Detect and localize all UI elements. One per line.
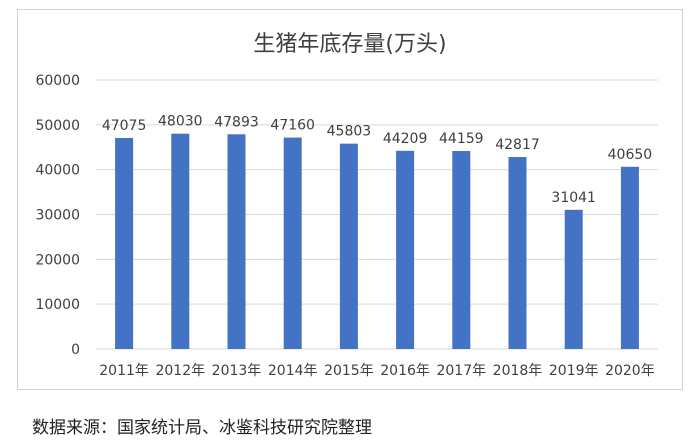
x-tick-label: 2017年 xyxy=(436,363,486,379)
bar xyxy=(227,134,246,349)
bars xyxy=(115,133,639,349)
x-tick-label: 2013年 xyxy=(212,363,262,379)
y-tick-label: 40000 xyxy=(35,163,80,179)
x-tick-label: 2016年 xyxy=(380,363,430,379)
x-tick-label: 2018年 xyxy=(493,363,543,379)
bar xyxy=(396,150,415,349)
data-label: 44209 xyxy=(383,131,428,147)
data-label: 31041 xyxy=(551,190,596,206)
y-tick-label: 60000 xyxy=(35,73,80,89)
x-tick-label: 2014年 xyxy=(268,363,318,379)
x-axis-ticks: 2011年 2012年 2013年 2014年 2015年 2016年 2017年 2018年… xyxy=(99,363,654,379)
x-tick-label: 2015年 xyxy=(324,363,374,379)
bar xyxy=(452,151,471,349)
y-axis-ticks: 0 10000 20000 30000 40000 50000 60000 xyxy=(35,73,80,358)
x-tick-label: 2011年 xyxy=(99,363,149,379)
bar xyxy=(171,133,190,349)
bar xyxy=(508,157,527,349)
data-label: 48030 xyxy=(158,114,203,130)
data-label: 47893 xyxy=(214,114,259,130)
gridlines xyxy=(96,79,658,350)
y-tick-label: 20000 xyxy=(35,252,80,268)
data-label: 40650 xyxy=(608,147,653,163)
y-tick-label: 30000 xyxy=(35,208,80,224)
x-tick-label: 2012年 xyxy=(155,363,205,379)
bar xyxy=(115,137,134,349)
data-label: 47160 xyxy=(270,118,315,134)
y-tick-label: 10000 xyxy=(35,297,80,313)
source-note: 数据来源：国家统计局、冰鉴科技研究院整理 xyxy=(32,418,372,438)
chart-title: 生猪年底存量(万头) xyxy=(253,32,447,57)
bar xyxy=(283,137,302,349)
bar-chart: 0 10000 20000 30000 40000 50000 60000 47075 480… xyxy=(35,73,658,379)
data-label: 42817 xyxy=(495,137,540,153)
data-label: 45803 xyxy=(327,124,372,140)
data-label: 44159 xyxy=(439,131,484,147)
y-tick-label: 0 xyxy=(71,342,80,358)
bar xyxy=(339,143,358,349)
bar xyxy=(564,209,583,349)
x-tick-label: 2020年 xyxy=(605,363,655,379)
data-label: 47075 xyxy=(102,118,147,134)
y-tick-label: 50000 xyxy=(35,118,80,134)
bar xyxy=(620,166,639,349)
data-labels: 47075 48030 47893 47160 45803 44209 44159 42817… xyxy=(102,114,652,206)
x-tick-label: 2019年 xyxy=(549,363,599,379)
